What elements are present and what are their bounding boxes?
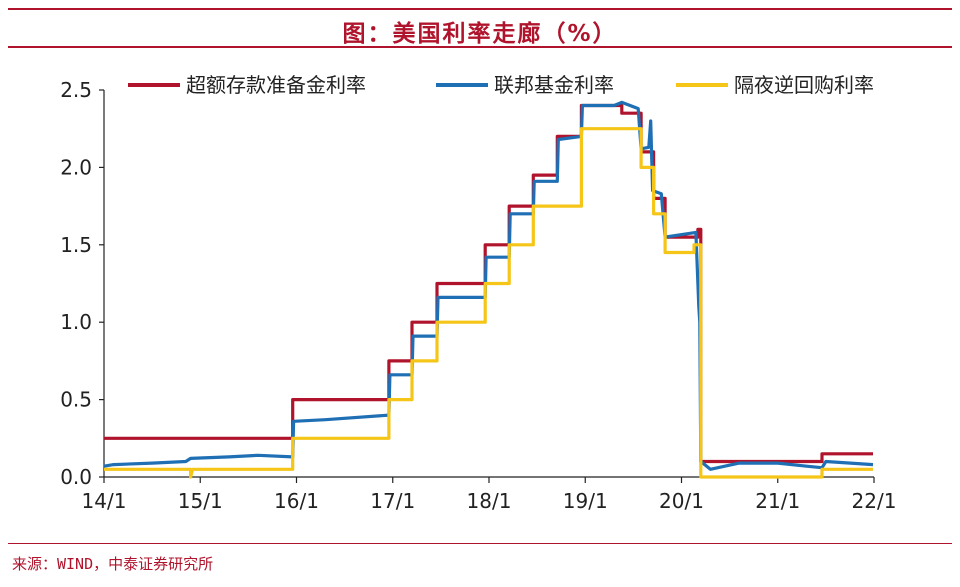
title-bar: 图：美国利率走廊（%）: [8, 8, 952, 48]
series-layer: [103, 100, 874, 479]
legend-label-overnight-reverse-repo-rate: 隔夜逆回购利率: [734, 73, 874, 97]
x-tick-label: 16/1: [274, 489, 319, 513]
x-tick-label: 18/1: [467, 489, 512, 513]
y-tick-label: 2.5: [60, 78, 92, 102]
title-rule-bottom: [8, 46, 952, 48]
y-tick-label: 0.0: [60, 465, 92, 489]
x-tick-label: 14/1: [82, 489, 127, 513]
series-line-overnight-reverse-repo-rate: [104, 127, 873, 479]
source-note: 来源：WIND，中泰证券研究所: [12, 555, 214, 573]
chart-title: 图：美国利率走廊（%）: [342, 21, 618, 47]
x-tick-label: 21/1: [755, 489, 800, 513]
legend-label-fed-funds-rate: 联邦基金利率: [494, 73, 614, 97]
y-tick-label: 1.0: [60, 310, 92, 334]
title-rule-top: [8, 8, 952, 10]
axes: 0.0 0.5 1.0 1.5 2.0 2.5 14/1 15/1 16/1 17/1 18/1 19…: [60, 78, 896, 513]
y-tick-label: 1.5: [60, 233, 92, 257]
x-tick-label: 22/1: [852, 489, 897, 513]
x-tick-label: 20/1: [659, 489, 704, 513]
legend: 超额存款准备金利率 联邦基金利率 隔夜逆回购利率: [128, 73, 874, 97]
series-line-fed-funds-rate: [103, 100, 874, 471]
x-tick-label: 15/1: [178, 489, 223, 513]
chart-plot: 0.0 0.5 1.0 1.5 2.0 2.5 14/1 15/1 16/1 17/1 18/1 19…: [60, 73, 896, 513]
x-tick-label: 19/1: [563, 489, 608, 513]
footer-rule: [8, 543, 952, 544]
x-tick-label: 17/1: [370, 489, 415, 513]
legend-label-deposit-reserve-rate: 超额存款准备金利率: [186, 73, 366, 97]
y-tick-label: 0.5: [60, 388, 92, 412]
y-tick-label: 2.0: [60, 155, 92, 179]
